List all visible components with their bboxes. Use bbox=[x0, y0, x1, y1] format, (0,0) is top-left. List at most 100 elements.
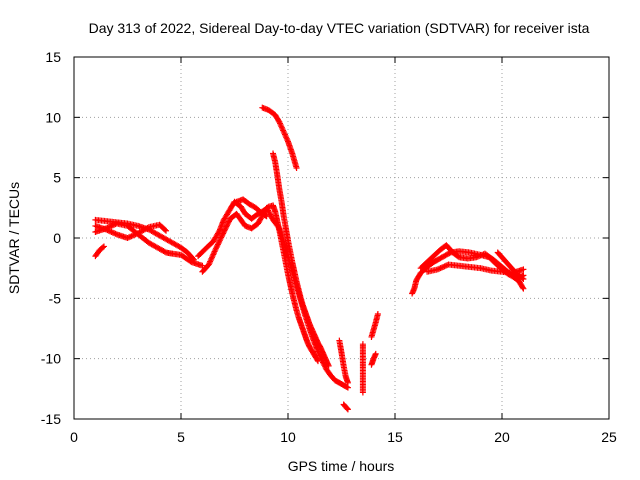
data-point bbox=[216, 237, 223, 244]
x-axis-label: GPS time / hours bbox=[288, 458, 395, 474]
data-point bbox=[216, 238, 223, 245]
data-point bbox=[436, 265, 443, 272]
data-point bbox=[108, 228, 115, 235]
data-point bbox=[442, 262, 449, 269]
data-point bbox=[372, 350, 379, 357]
y-tick-label: 0 bbox=[53, 230, 61, 246]
data-point bbox=[132, 231, 139, 238]
data-point bbox=[440, 263, 447, 270]
data-point bbox=[224, 222, 231, 229]
data-point bbox=[278, 123, 285, 130]
data-point bbox=[325, 362, 332, 369]
data-point bbox=[374, 311, 381, 318]
data-point bbox=[437, 265, 444, 272]
data-point bbox=[133, 230, 140, 237]
x-tick-label: 5 bbox=[177, 429, 185, 445]
data-point bbox=[212, 247, 219, 254]
data-point bbox=[163, 227, 170, 234]
data-point bbox=[109, 229, 116, 236]
data-point bbox=[223, 223, 230, 230]
data-point bbox=[109, 222, 116, 229]
y-tick-label: 5 bbox=[53, 170, 61, 186]
data-point bbox=[220, 228, 227, 235]
data-point bbox=[438, 264, 445, 271]
data-point bbox=[218, 234, 225, 241]
data-point bbox=[280, 127, 287, 134]
data-point bbox=[276, 119, 283, 126]
data-point bbox=[275, 224, 282, 231]
data-point bbox=[144, 224, 151, 231]
data-point bbox=[125, 234, 132, 241]
data-point bbox=[215, 229, 222, 236]
chart-title: Day 313 of 2022, Sidereal Day-to-day VTE… bbox=[89, 20, 590, 36]
data-point bbox=[222, 224, 229, 231]
data-point bbox=[263, 213, 270, 220]
y-tick-label: -5 bbox=[49, 290, 62, 306]
data-point bbox=[520, 266, 527, 273]
x-tick-label: 10 bbox=[280, 429, 296, 445]
data-point bbox=[214, 241, 221, 248]
y-tick-label: 10 bbox=[45, 109, 61, 125]
data-point bbox=[214, 242, 221, 249]
data-point bbox=[222, 226, 229, 233]
data-point bbox=[107, 228, 114, 235]
data-point bbox=[520, 276, 527, 283]
data-point bbox=[220, 230, 227, 237]
data-point bbox=[212, 245, 219, 252]
data-point bbox=[293, 165, 300, 172]
data-point bbox=[221, 227, 228, 234]
data-point bbox=[344, 405, 351, 412]
data-points bbox=[92, 104, 527, 413]
data-point bbox=[104, 227, 111, 234]
data-point bbox=[219, 231, 226, 238]
x-tick-label: 20 bbox=[494, 429, 510, 445]
data-point bbox=[277, 120, 284, 127]
axis-ticks: 0 5 10 15 20 25 -15 -10 -5 0 5 10 15 bbox=[41, 49, 617, 445]
data-point bbox=[217, 235, 224, 242]
data-point bbox=[103, 226, 110, 233]
x-tick-label: 15 bbox=[387, 429, 403, 445]
data-point bbox=[519, 275, 526, 282]
data-point bbox=[108, 222, 115, 229]
data-point bbox=[283, 135, 290, 142]
data-point bbox=[215, 240, 222, 247]
data-point bbox=[441, 263, 448, 270]
data-point bbox=[225, 218, 232, 225]
data-point bbox=[225, 219, 232, 226]
y-tick-label: 15 bbox=[45, 49, 61, 65]
data-point bbox=[281, 131, 288, 138]
data-point bbox=[111, 221, 118, 228]
data-point bbox=[218, 233, 225, 240]
data-point bbox=[277, 121, 284, 128]
y-tick-label: -10 bbox=[41, 351, 61, 367]
data-point bbox=[278, 124, 285, 131]
data-point bbox=[344, 379, 351, 386]
data-point bbox=[283, 134, 290, 141]
data-point bbox=[99, 244, 106, 251]
data-point bbox=[129, 232, 136, 239]
data-point bbox=[262, 212, 269, 219]
data-point bbox=[161, 226, 168, 233]
data-point bbox=[105, 227, 112, 234]
x-tick-label: 0 bbox=[70, 429, 78, 445]
data-point bbox=[519, 284, 526, 291]
data-point bbox=[279, 126, 286, 133]
data-point bbox=[199, 262, 206, 269]
data-point bbox=[124, 235, 131, 241]
data-point bbox=[128, 233, 135, 240]
data-point bbox=[520, 285, 527, 292]
data-point bbox=[131, 231, 138, 238]
x-tick-label: 25 bbox=[601, 429, 617, 445]
data-point bbox=[127, 233, 134, 240]
data-point bbox=[284, 137, 291, 144]
data-point bbox=[280, 128, 287, 135]
data-point bbox=[343, 384, 350, 391]
data-point bbox=[112, 230, 119, 237]
y-tick-label: -15 bbox=[41, 411, 61, 427]
data-point bbox=[224, 221, 231, 228]
data-point bbox=[100, 243, 107, 250]
data-point bbox=[111, 230, 118, 237]
data-point bbox=[282, 132, 289, 139]
data-point bbox=[344, 406, 351, 413]
